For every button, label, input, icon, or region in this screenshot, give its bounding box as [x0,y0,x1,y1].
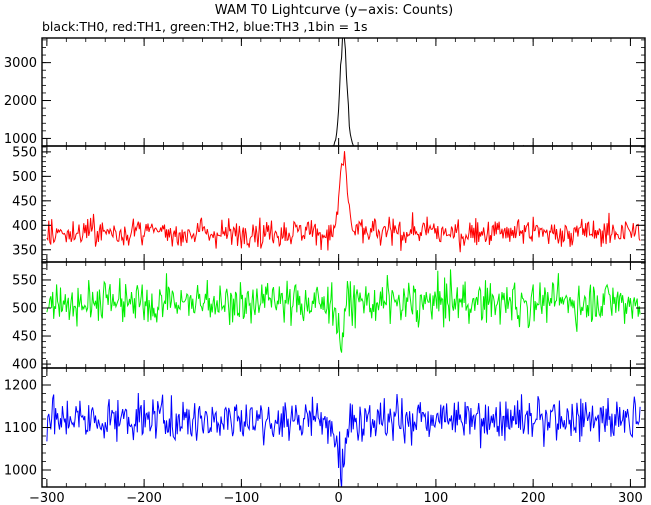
y-tick-label: 1100 [4,421,37,436]
series-line-th2 [46,269,641,353]
series-line-th3 [46,392,641,487]
x-tick-label: 200 [521,491,546,505]
plot-area: 1000200030003504004505005504004505005501… [4,37,646,505]
y-tick-label: 3000 [4,56,37,71]
panel-frame [41,261,646,369]
y-tick-label: 1000 [4,464,37,479]
y-tick-label: 1200 [4,379,37,394]
x-tick-label: 300 [618,491,643,505]
y-tick-label: 1000 [4,132,37,147]
chart-subtitle: black:TH0, red:TH1, green:TH2, blue:TH3 … [42,19,368,34]
y-tick-label: 450 [12,194,37,209]
panel-th0: 1000 2000 3000 [4,37,646,147]
y-tick-label: 400 [12,219,37,234]
x-tick-label: 0 [334,491,342,505]
y-tick-label: 2000 [4,94,37,109]
y-tick-label: 450 [12,330,37,345]
x-tick-label: −100 [224,491,260,505]
y-tick-label: 550 [12,273,37,288]
x-tick-label: −300 [29,491,65,505]
y-tick-label: 400 [12,358,37,373]
chart-title: WAM T0 Lightcurve (y−axis: Counts) [215,3,453,18]
series-line-th0 [73,38,627,146]
panel-frame [41,37,646,147]
y-tick-label: 350 [12,243,37,258]
panel-th1: 350 400 450 500 550 [12,145,646,263]
series-line-th1 [46,151,641,253]
y-tick-label: 500 [12,301,37,316]
y-tick-label: 500 [12,170,37,185]
panel-th2: 400 450 500 550 [12,261,646,373]
x-tick-label: −200 [126,491,162,505]
y-tick-label: 550 [12,145,37,160]
panel-th3: 1000 1100 1200 [4,367,646,488]
x-tick-label: 100 [423,491,448,505]
